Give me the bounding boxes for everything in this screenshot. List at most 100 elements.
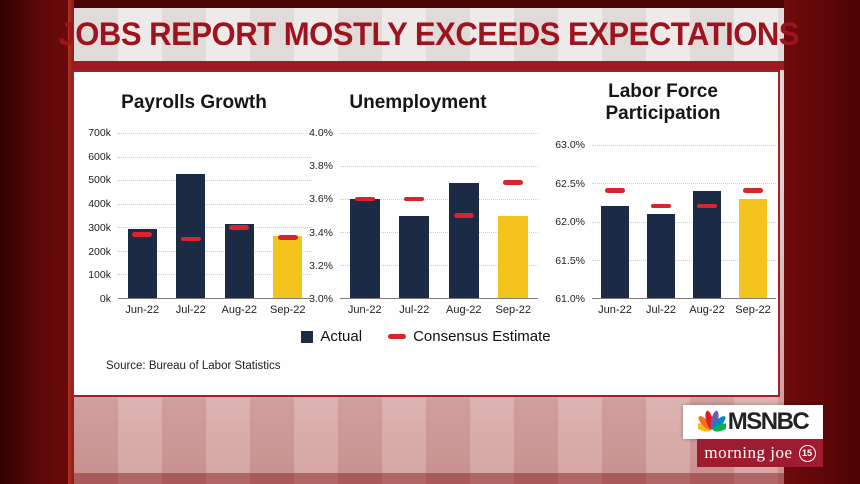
y-tick-label: 3.0%: [309, 293, 333, 305]
actual-bar-Jul-22: [176, 173, 206, 298]
gridline: [118, 203, 312, 205]
y-tick-label: 63.0%: [555, 139, 585, 151]
x-tick-label: Jun-22: [125, 304, 160, 316]
chart-payrolls-growth: Payrolls Growth 700k 600k 500k 400k 300k 200k…: [76, 80, 312, 316]
x-tick-label: Sep-22: [735, 304, 771, 316]
clock-badge: 15: [798, 444, 816, 462]
bar-slot-Aug-22: [684, 145, 730, 298]
consensus-estimate-dash-Aug-22: [229, 225, 250, 230]
actual-bar-Sep-22: [273, 236, 303, 298]
show-title: morning joe: [704, 443, 793, 462]
y-axis: 63.0% 62.5% 62.0% 61.5% 61.0%: [550, 139, 592, 305]
gridline: [118, 274, 312, 276]
left-maroon-panel: [0, 0, 68, 484]
y-tick-label: 3.8%: [309, 160, 333, 173]
y-tick-label: 4.0%: [309, 127, 333, 139]
nbc-peacock-icon: [697, 410, 726, 432]
y-tick-label: 62.0%: [555, 216, 585, 228]
actual-bar-Aug-22: [693, 190, 721, 298]
gridline: [592, 221, 776, 223]
actual-swatch-icon: [301, 330, 314, 343]
consensus-estimate-dash-Sep-22: [277, 235, 298, 240]
y-tick-label: 3.6%: [309, 193, 333, 206]
y-tick-label: 500k: [88, 174, 111, 187]
consensus-estimate-dash-Jun-22: [354, 196, 375, 201]
plot-area: [118, 133, 312, 299]
consensus-estimate-dash-Aug-22: [697, 203, 717, 209]
bar-slot-Jun-22: [340, 133, 390, 298]
chart-labor-force-participation: Labor Force Participation 63.0% 62.5% 62.0…: [550, 80, 776, 316]
x-axis: Jun-22 Jul-22 Aug-22 Sep-22: [76, 304, 312, 316]
actual-bar-Jul-22: [647, 213, 675, 298]
consensus-estimate-dash-Jun-22: [132, 232, 153, 237]
gridline: [592, 145, 776, 146]
plot-area: [592, 145, 776, 299]
bar-slot-Jul-22: [390, 133, 440, 298]
x-tick-label: Sep-22: [270, 304, 306, 316]
consensus-estimate-dash-Jul-22: [404, 196, 425, 201]
gridline: [340, 199, 538, 200]
consensus-estimate-dash-Jun-22: [605, 188, 625, 193]
gridline: [592, 259, 776, 261]
headline-text: JOBS REPORT MOSTLY EXCEEDS EXPECTATIONS: [58, 16, 800, 52]
chart-card: Payrolls Growth 700k 600k 500k 400k 300k 200k…: [72, 70, 780, 397]
chart-title: Payrolls Growth: [121, 92, 267, 113]
y-tick-label: 600k: [88, 150, 111, 163]
y-tick-label: 61.0%: [555, 293, 585, 305]
x-tick-label: Aug-22: [446, 304, 482, 316]
actual-bar-Sep-22: [739, 198, 767, 298]
y-tick-label: 200k: [88, 245, 111, 258]
left-red-accent-stripe: [68, 0, 74, 484]
gridline: [118, 180, 312, 182]
consensus-estimate-dash-Aug-22: [453, 213, 474, 218]
y-tick-label: 700k: [88, 127, 111, 139]
y-tick-label: 0k: [99, 293, 111, 305]
bottom-red-band: [74, 473, 784, 484]
actual-bar-Jun-22: [601, 206, 629, 298]
legend-actual-label: Actual: [320, 328, 363, 345]
x-tick-label: Aug-22: [221, 304, 257, 316]
source-attribution: Source: Bureau of Labor Statistics: [106, 360, 281, 372]
gridline: [340, 232, 538, 233]
x-tick-label: Jun-22: [598, 304, 632, 316]
gridline: [118, 133, 312, 134]
y-tick-label: 400k: [88, 198, 111, 211]
bar-slot-Sep-22: [730, 145, 776, 298]
chart-title: Labor Force Participation: [605, 81, 721, 124]
actual-bar-Jun-22: [349, 199, 380, 298]
actual-bar-Jul-22: [399, 215, 430, 298]
gridline: [118, 227, 312, 229]
bar-slot-Jun-22: [118, 133, 167, 298]
x-axis: Jun-22 Jul-22 Aug-22 Sep-22: [298, 304, 538, 316]
bar-slot-Sep-22: [489, 133, 539, 298]
consensus-estimate-dash-Jul-22: [651, 203, 671, 209]
legend-consensus-label: Consensus Estimate: [413, 328, 551, 345]
consensus-estimate-dash-Jul-22: [180, 236, 201, 242]
x-tick-label: Jul-22: [399, 304, 430, 316]
x-tick-label: Jun-22: [347, 304, 382, 316]
y-tick-label: 3.4%: [309, 226, 333, 239]
bar-slot-Jun-22: [592, 145, 638, 298]
morning-joe-bug: morning joe 15: [697, 439, 823, 467]
bar-slot-Jul-22: [167, 133, 216, 298]
y-tick-label: 100k: [88, 269, 111, 282]
x-tick-label: Jul-22: [646, 304, 676, 316]
headline-banner: JOBS REPORT MOSTLY EXCEEDS EXPECTATIONS: [59, 8, 800, 70]
actual-bar-Aug-22: [448, 182, 479, 298]
consensus-estimate-dash-Sep-22: [743, 188, 763, 193]
plot-area: [340, 133, 538, 299]
y-axis: 700k 600k 500k 400k 300k 200k 100k 0k: [76, 127, 118, 305]
y-tick-label: 3.2%: [309, 259, 333, 272]
y-axis: 4.0% 3.8% 3.6% 3.4% 3.2% 3.0%: [298, 127, 340, 305]
gridline: [340, 133, 538, 134]
x-tick-label: Aug-22: [689, 304, 725, 316]
consensus-dash-icon: [388, 334, 407, 339]
consensus-estimate-dash-Sep-22: [503, 180, 524, 185]
gridline: [340, 265, 538, 266]
actual-bar-Sep-22: [498, 215, 529, 298]
y-tick-label: 300k: [88, 221, 111, 234]
gridline: [340, 166, 538, 167]
bar-slot-Aug-22: [439, 133, 489, 298]
x-axis: Jun-22 Jul-22 Aug-22 Sep-22: [550, 304, 776, 316]
